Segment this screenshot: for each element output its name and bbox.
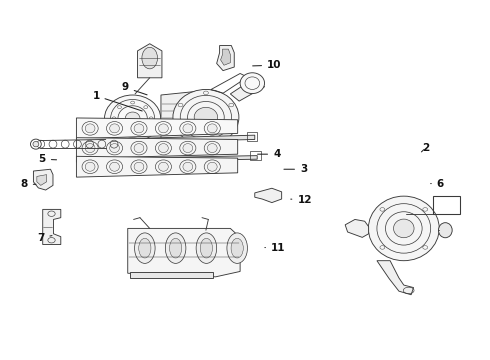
Ellipse shape bbox=[33, 141, 39, 147]
Polygon shape bbox=[128, 228, 240, 277]
Text: 12: 12 bbox=[291, 195, 312, 205]
Ellipse shape bbox=[134, 124, 144, 133]
Ellipse shape bbox=[134, 162, 144, 171]
Text: 9: 9 bbox=[122, 82, 147, 95]
Ellipse shape bbox=[183, 162, 193, 171]
Ellipse shape bbox=[194, 107, 218, 127]
Polygon shape bbox=[43, 210, 61, 244]
Ellipse shape bbox=[85, 162, 95, 171]
Ellipse shape bbox=[368, 196, 439, 261]
Ellipse shape bbox=[439, 223, 452, 238]
Text: 6: 6 bbox=[431, 179, 444, 189]
Text: 3: 3 bbox=[284, 164, 307, 174]
Polygon shape bbox=[96, 135, 255, 143]
Polygon shape bbox=[220, 49, 230, 65]
Ellipse shape bbox=[159, 144, 168, 153]
Ellipse shape bbox=[196, 233, 217, 264]
Ellipse shape bbox=[183, 124, 193, 133]
Text: 4: 4 bbox=[258, 149, 280, 159]
Polygon shape bbox=[37, 175, 47, 185]
Text: 8: 8 bbox=[21, 179, 36, 189]
Ellipse shape bbox=[104, 95, 161, 141]
Ellipse shape bbox=[393, 219, 414, 238]
Ellipse shape bbox=[231, 238, 244, 258]
Ellipse shape bbox=[125, 112, 140, 125]
Polygon shape bbox=[76, 156, 238, 177]
Polygon shape bbox=[161, 91, 196, 145]
Polygon shape bbox=[33, 169, 53, 190]
Ellipse shape bbox=[207, 144, 217, 153]
Polygon shape bbox=[138, 44, 162, 78]
Ellipse shape bbox=[110, 162, 120, 171]
Polygon shape bbox=[76, 138, 238, 158]
Text: 5: 5 bbox=[39, 154, 56, 164]
Ellipse shape bbox=[110, 124, 120, 133]
Polygon shape bbox=[217, 45, 234, 71]
Ellipse shape bbox=[207, 124, 217, 133]
Polygon shape bbox=[76, 156, 257, 162]
Ellipse shape bbox=[110, 144, 120, 153]
Polygon shape bbox=[76, 118, 238, 139]
Ellipse shape bbox=[227, 233, 247, 264]
Ellipse shape bbox=[159, 124, 168, 133]
Polygon shape bbox=[377, 261, 414, 295]
Ellipse shape bbox=[240, 73, 265, 94]
Ellipse shape bbox=[165, 233, 186, 264]
Ellipse shape bbox=[135, 233, 155, 264]
Ellipse shape bbox=[139, 238, 151, 258]
Polygon shape bbox=[255, 188, 282, 203]
Text: 11: 11 bbox=[265, 243, 286, 253]
Ellipse shape bbox=[173, 89, 239, 145]
Text: 10: 10 bbox=[253, 60, 282, 70]
Ellipse shape bbox=[159, 162, 168, 171]
Ellipse shape bbox=[207, 162, 217, 171]
Ellipse shape bbox=[134, 144, 144, 153]
Ellipse shape bbox=[170, 238, 182, 258]
Ellipse shape bbox=[183, 144, 193, 153]
Ellipse shape bbox=[200, 238, 213, 258]
Ellipse shape bbox=[142, 47, 158, 69]
Text: 1: 1 bbox=[92, 91, 142, 111]
Text: 7: 7 bbox=[37, 233, 52, 243]
Text: 2: 2 bbox=[421, 143, 429, 153]
Ellipse shape bbox=[85, 124, 95, 133]
Polygon shape bbox=[345, 220, 368, 237]
Polygon shape bbox=[130, 272, 213, 278]
Ellipse shape bbox=[85, 144, 95, 153]
Polygon shape bbox=[230, 78, 265, 101]
